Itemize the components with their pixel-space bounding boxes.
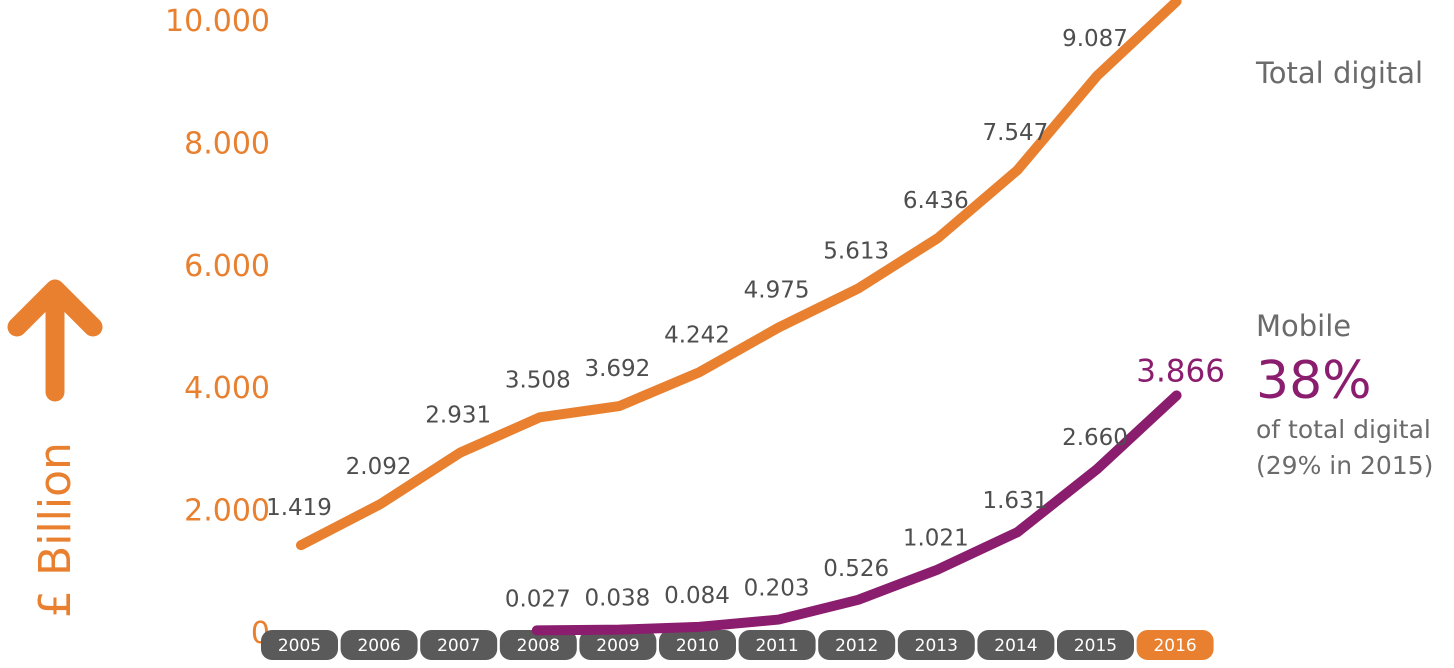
x-tick-label: 2016 [1153,636,1196,656]
total-digital-data-label: 3.692 [584,356,650,382]
total-digital-data-label: 1.419 [266,495,332,521]
x-axis: 2005 2006 2007 2008 2009 2010 2011 2012 2013 2014… [261,630,1214,660]
x-tick-label: 2006 [357,636,400,656]
x-axis-pill [340,630,418,660]
x-axis-pill [659,630,736,660]
y-axis-label: £ Billion [30,442,81,618]
total-digital-data-label: 7.547 [982,120,1048,146]
total-digital-data-label: 9.087 [1062,26,1128,52]
mobile-data-label: 0.203 [744,576,810,602]
y-tick-label: 8.000 [184,126,270,161]
total-digital-data-label: 4.242 [664,322,730,348]
up-arrow-icon [7,279,103,402]
x-tick-label: 2009 [596,636,639,656]
legend-mobile: Mobile 38% of total digital (29% in 2015… [1256,308,1452,484]
x-axis-pill [261,630,338,660]
total-digital-data-label: 5.613 [823,238,889,264]
x-tick-label: 2012 [835,636,878,656]
legend-mobile-label: Mobile [1256,309,1352,343]
total-digital-data-label: 2.092 [346,454,412,480]
mobile-data-label: 0.038 [584,586,650,612]
x-tick-label: 2015 [1074,636,1117,656]
y-tick-label: 10.000 [165,4,270,39]
x-axis-pill [499,630,577,660]
mobile-share-value: 38% [1256,351,1372,411]
x-axis-pill [1136,630,1214,660]
x-axis-pill [1057,630,1134,660]
x-axis-pill [818,630,896,660]
mobile-data-label: 3.866 [1136,353,1225,389]
total-digital-line [296,0,1182,551]
mobile-data-label: 0.526 [823,556,889,582]
mobile-data-label: 0.027 [505,586,571,612]
mobile-data-label: 2.660 [1062,425,1128,451]
total-digital-data-label: 3.508 [505,367,571,393]
x-tick-label: 2013 [915,636,958,656]
total-digital-data-label: 6.436 [903,188,969,214]
mobile-data-label: 1.631 [982,488,1048,514]
x-axis-pill [977,630,1055,660]
x-tick-label: 2005 [278,636,321,656]
x-axis-pill [738,630,816,660]
x-tick-label: 2010 [676,636,719,656]
legend-total-digital: Total digital [1256,56,1424,90]
data-labels: 1.419 2.092 2.931 3.508 3.692 4.242 4.975 5.613… [266,26,1225,612]
mobile-data-label: 1.021 [903,526,969,552]
x-tick-label: 2007 [437,636,480,656]
mobile-line [531,390,1182,636]
total-digital-data-label: 2.931 [425,403,491,429]
x-tick-label: 2011 [755,636,798,656]
x-tick-label: 2014 [994,636,1037,656]
x-tick-label: 2008 [517,636,560,656]
series-lines [296,0,1182,636]
mobile-share-previous: (29% in 2015) [1256,451,1434,480]
x-axis-pill [897,630,975,660]
mobile-data-label: 0.084 [664,583,730,609]
y-tick-label: 6.000 [184,249,270,284]
x-axis-pill [420,630,498,660]
y-tick-label: 2.000 [184,494,270,529]
y-tick-label: 4.000 [184,371,270,406]
mobile-share-caption: of total digital [1256,415,1431,444]
x-axis-pill [579,630,657,660]
total-digital-data-label: 4.975 [744,278,810,304]
